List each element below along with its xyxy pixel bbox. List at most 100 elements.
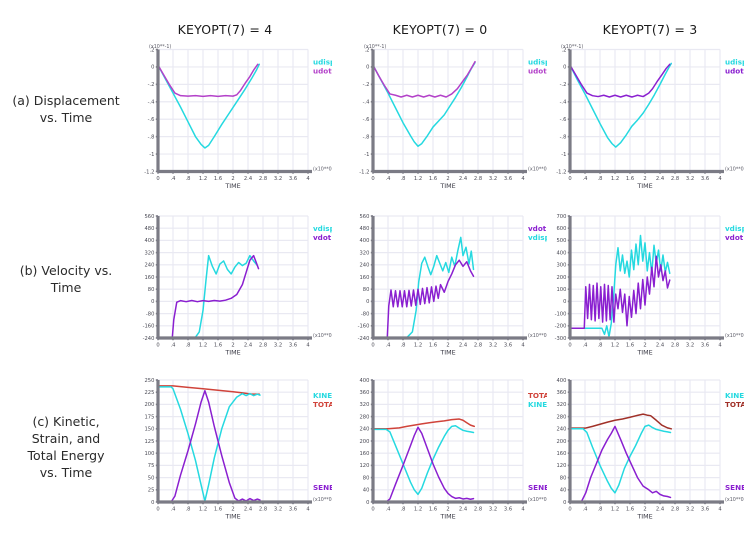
- svg-text:360: 360: [359, 390, 369, 396]
- svg-text:600: 600: [556, 226, 566, 232]
- svg-text:.2: .2: [149, 47, 154, 53]
- svg-text:3.2: 3.2: [489, 506, 497, 512]
- svg-text:240: 240: [144, 263, 154, 269]
- svg-text:-.6: -.6: [560, 117, 567, 123]
- column-header-keyopt0: KEYOPT(7) = 0: [392, 22, 488, 37]
- svg-text:vdisp: vdisp: [313, 224, 332, 233]
- svg-text:50: 50: [148, 475, 155, 481]
- svg-text:4: 4: [306, 176, 310, 182]
- svg-text:2: 2: [446, 506, 449, 512]
- svg-text:(x10**0): (x10**0): [725, 166, 744, 172]
- svg-text:320: 320: [359, 402, 369, 408]
- svg-text:.4: .4: [583, 176, 589, 182]
- svg-text:1.2: 1.2: [199, 506, 207, 512]
- svg-text:40: 40: [363, 488, 370, 494]
- svg-text:320: 320: [556, 402, 566, 408]
- svg-text:udot: udot: [313, 67, 332, 76]
- svg-text:100: 100: [144, 451, 154, 457]
- svg-text:2: 2: [231, 176, 234, 182]
- svg-text:200: 200: [144, 402, 154, 408]
- chart-velocity-keyopt0: 560 480 400 320 240 160 80 0 -80 -160 -240 0.4.8 1.2…: [347, 208, 547, 360]
- svg-text:250: 250: [144, 378, 154, 384]
- svg-text:1.6: 1.6: [626, 342, 634, 348]
- svg-text:2.4: 2.4: [459, 506, 468, 512]
- svg-text:320: 320: [359, 250, 369, 256]
- svg-text:(x10**0): (x10**0): [528, 497, 547, 503]
- svg-text:(x10**0): (x10**0): [725, 497, 744, 503]
- svg-text:0: 0: [366, 299, 369, 305]
- svg-text:.8: .8: [401, 342, 406, 348]
- svg-text:80: 80: [363, 475, 370, 481]
- svg-text:200: 200: [556, 439, 566, 445]
- svg-text:.8: .8: [186, 176, 191, 182]
- svg-text:2: 2: [643, 176, 646, 182]
- svg-text:0: 0: [568, 506, 571, 512]
- svg-text:vdot: vdot: [528, 224, 547, 233]
- svg-text:udot: udot: [528, 67, 547, 76]
- svg-text:.8: .8: [401, 506, 406, 512]
- svg-text:0: 0: [563, 500, 566, 506]
- svg-text:1.6: 1.6: [429, 342, 437, 348]
- svg-text:3.6: 3.6: [289, 342, 297, 348]
- svg-text:400: 400: [359, 378, 369, 384]
- svg-text:-100: -100: [555, 311, 567, 317]
- svg-text:1.6: 1.6: [429, 506, 437, 512]
- svg-text:0: 0: [151, 65, 154, 71]
- svg-text:120: 120: [556, 463, 566, 469]
- svg-text:TIME: TIME: [224, 512, 240, 520]
- svg-text:-1.2: -1.2: [144, 169, 154, 175]
- chart-energy-keyopt4: 250 225 200 175 150 125 100 75 50 25 0 0.4.8 1.2 1.6 2…: [132, 372, 332, 524]
- svg-text:125: 125: [144, 439, 154, 445]
- svg-text:3.2: 3.2: [274, 506, 282, 512]
- svg-text:0: 0: [568, 342, 571, 348]
- svg-text:.8: .8: [401, 176, 406, 182]
- svg-text:SENE: SENE: [528, 483, 547, 492]
- svg-text:320: 320: [144, 250, 154, 256]
- chart-velocity-keyopt3: 700 600 500 400 300 200 100 0 -100 -200 -300 0.4.8 1…: [544, 208, 744, 360]
- svg-text:-.6: -.6: [363, 117, 370, 123]
- svg-text:3.2: 3.2: [274, 176, 282, 182]
- svg-text:(x10**0): (x10**0): [528, 166, 547, 172]
- svg-text:2.4: 2.4: [459, 342, 468, 348]
- svg-text:4: 4: [306, 506, 310, 512]
- svg-text:TIME: TIME: [439, 512, 455, 520]
- svg-text:1.6: 1.6: [626, 506, 634, 512]
- row-label-line: vs. Time: [39, 110, 93, 125]
- svg-text:SENE: SENE: [313, 483, 332, 492]
- svg-text:-.2: -.2: [560, 82, 567, 88]
- svg-text:80: 80: [148, 287, 155, 293]
- svg-text:TOTALENE: TOTALENE: [313, 400, 332, 409]
- svg-text:300: 300: [556, 263, 566, 269]
- svg-text:1.2: 1.2: [199, 176, 207, 182]
- svg-text:.4: .4: [583, 342, 589, 348]
- svg-text:700: 700: [556, 214, 566, 220]
- svg-text:(x10**0): (x10**0): [528, 333, 547, 339]
- svg-text:1.2: 1.2: [611, 506, 619, 512]
- svg-text:280: 280: [359, 414, 369, 420]
- chart-displacement-keyopt4: .2 0 -.2 -.4 -.6 -.8 -1 -1.2 0.4.8 1.2 1.6 2 2.4 2.8 3…: [132, 40, 332, 195]
- svg-text:2.8: 2.8: [259, 342, 267, 348]
- svg-text:0: 0: [156, 176, 159, 182]
- svg-text:400: 400: [556, 378, 566, 384]
- svg-text:2.8: 2.8: [259, 506, 267, 512]
- svg-text:-.2: -.2: [148, 82, 155, 88]
- svg-text:KINE: KINE: [725, 391, 744, 400]
- svg-text:1.6: 1.6: [214, 342, 222, 348]
- svg-text:0: 0: [151, 299, 154, 305]
- svg-text:80: 80: [560, 475, 567, 481]
- svg-text:.8: .8: [186, 506, 191, 512]
- svg-text:1.2: 1.2: [414, 506, 422, 512]
- svg-text:1.6: 1.6: [214, 506, 222, 512]
- svg-text:2: 2: [231, 342, 234, 348]
- svg-text:2: 2: [446, 342, 449, 348]
- chart-energy-keyopt3: 400 360 320 280 240 200 160 120 80 40 0 0.4.8 1.2 1.6…: [544, 372, 744, 524]
- svg-text:560: 560: [359, 214, 369, 220]
- svg-text:0: 0: [366, 65, 369, 71]
- svg-text:0: 0: [366, 500, 369, 506]
- svg-text:3.2: 3.2: [274, 342, 282, 348]
- svg-text:.4: .4: [386, 176, 392, 182]
- svg-text:2.8: 2.8: [671, 176, 679, 182]
- svg-text:25: 25: [148, 488, 155, 494]
- svg-text:.2: .2: [561, 47, 566, 53]
- svg-text:400: 400: [359, 238, 369, 244]
